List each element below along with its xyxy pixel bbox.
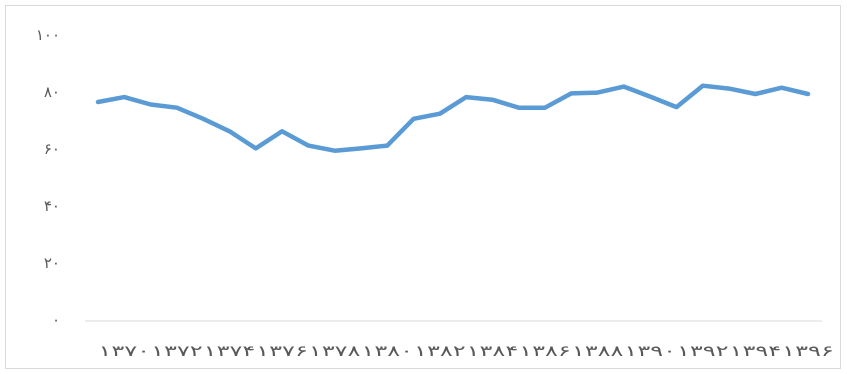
series-line-0 xyxy=(95,83,811,153)
y-tick-label: ۸۰ xyxy=(44,83,60,101)
x-tick-label: ۱۳۷۴ xyxy=(204,342,256,360)
y-tick-label: ۴۰ xyxy=(44,197,60,215)
x-tick-label: ۱۳۹۰ xyxy=(624,342,676,360)
y-axis-labels: ۰ ۲۰ ۴۰ ۶۰ ۸۰ ۱۰۰ xyxy=(36,26,60,329)
x-tick-label: ۱۳۹۴ xyxy=(730,342,782,360)
chart-frame xyxy=(5,5,841,369)
x-tick-label: ۱۳۷۸ xyxy=(309,342,361,360)
series-group xyxy=(95,83,811,153)
x-tick-label: ۱۳۸۸ xyxy=(572,342,624,360)
x-tick-label: ۱۳۷۲ xyxy=(151,342,203,360)
x-axis-labels: ۱۳۷۰ ۱۳۷۲ ۱۳۷۴ ۱۳۷۶ ۱۳۷۸ ۱۳۸۰ ۱۳۸۲ ۱۳۸۴ ۱۳۸۶ ۱۳۸۸… xyxy=(98,342,833,360)
y-tick-label: ۰ xyxy=(52,311,60,329)
x-tick-label: ۱۳۷۶ xyxy=(256,342,308,360)
x-tick-label: ۱۳۸۶ xyxy=(519,342,571,360)
x-tick-label: ۱۳۸۴ xyxy=(467,342,519,360)
y-tick-label: ۱۰۰ xyxy=(36,26,60,44)
x-tick-label: ۱۳۸۰ xyxy=(361,342,413,360)
x-tick-label: ۱۳۷۰ xyxy=(98,342,150,360)
y-tick-label: ۲۰ xyxy=(44,254,60,272)
x-tick-label: ۱۳۸۲ xyxy=(414,342,466,360)
x-tick-label: ۱۳۹۲ xyxy=(677,342,729,360)
x-tick-label: ۱۳۹۶ xyxy=(782,342,834,360)
y-tick-label: ۶۰ xyxy=(44,140,60,158)
